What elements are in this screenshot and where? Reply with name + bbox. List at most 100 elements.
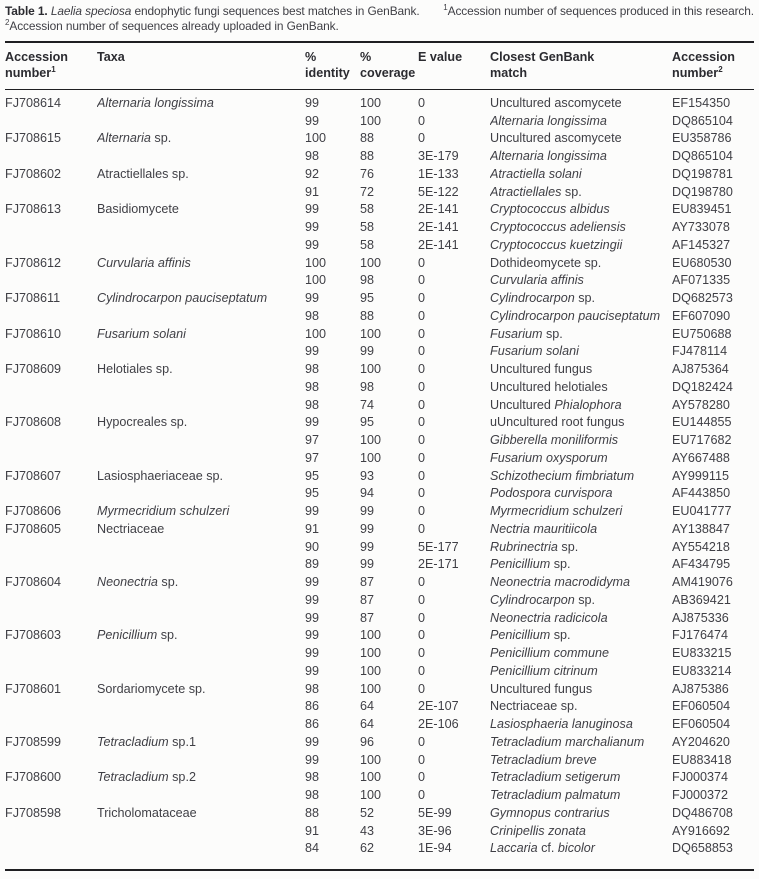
cell-accession1: FJ708599 <box>5 734 62 749</box>
cell-e_value: 5E-122 <box>418 184 459 199</box>
table-top-rule <box>5 40 754 43</box>
cell-accession2: EU839451 <box>672 202 732 217</box>
cell-match: Gymnopus contrarius <box>490 805 610 820</box>
cell-accession1: FJ708615 <box>5 131 62 146</box>
cell-taxa: Neonectria sp. <box>97 575 179 590</box>
cell-accession2: DQ198781 <box>672 166 733 181</box>
cell-e_value: 0 <box>418 610 426 625</box>
cell-taxa: Fusarium solani <box>97 326 186 341</box>
cell-identity: 99 <box>305 663 320 678</box>
cell-e_value: 0 <box>418 433 426 448</box>
table-row: FJ708615 Alternaria sp. 100 88 0 Uncultured a… <box>5 130 754 148</box>
cell-identity: 99 <box>305 202 320 217</box>
cell-accession2: AY204620 <box>672 734 730 749</box>
cell-coverage: 43 <box>360 823 375 838</box>
cell-e_value: 0 <box>418 362 426 377</box>
cell-taxa: Tetracladium sp.2 <box>97 770 196 785</box>
cell-taxa: Alternaria sp. <box>97 131 172 146</box>
cell-coverage: 88 <box>360 308 375 323</box>
cell-taxa: Tricholomataceae <box>97 805 197 820</box>
cell-match: Neonectria macrodidyma <box>490 575 630 590</box>
cell-e_value: 0 <box>418 95 426 110</box>
cell-match: Crinipellis zonata <box>490 823 586 838</box>
cell-match: Podospora curvispora <box>490 486 613 501</box>
cell-accession2: FJ478114 <box>672 344 728 359</box>
cell-e_value: 0 <box>418 663 426 678</box>
table-row: 99 58 2E-141 Cryptococcus adeliensis AY73307… <box>5 218 754 236</box>
cell-coverage: 93 <box>360 468 375 483</box>
cell-coverage: 99 <box>360 521 375 536</box>
cell-accession1: FJ708607 <box>5 468 62 483</box>
cell-match: Laccaria cf. bicolor <box>490 841 596 856</box>
cell-match: Cylindrocarpon pauciseptatum <box>490 308 661 323</box>
cell-coverage: 87 <box>360 610 375 625</box>
cell-accession2: EU833215 <box>672 646 732 661</box>
cell-e_value: 0 <box>418 450 426 465</box>
table-row: FJ708607 Lasiosphaeriaceae sp. 95 93 0 Schizo… <box>5 467 754 485</box>
cell-identity: 97 <box>305 450 320 465</box>
cell-coverage: 58 <box>360 202 375 217</box>
cell-identity: 98 <box>305 681 320 696</box>
cell-accession2: AY554218 <box>672 539 730 554</box>
cell-coverage: 100 <box>360 362 382 377</box>
cell-match: Gibberella moniliformis <box>490 433 619 448</box>
table-row: FJ708602 Atractiellales sp. 92 76 1E-133 Atra… <box>5 165 754 183</box>
table-row: 84 62 1E-94 Laccaria cf. bicolor DQ658853 <box>5 840 754 858</box>
cell-identity: 98 <box>305 770 320 785</box>
cell-accession2: EU717682 <box>672 433 732 448</box>
cell-accession2: FJ000372 <box>672 788 729 803</box>
cell-identity: 90 <box>305 539 320 554</box>
cell-e_value: 2E-107 <box>418 699 459 714</box>
column-header-accession2: Accession number2 <box>672 49 735 81</box>
cell-e_value: 0 <box>418 308 426 323</box>
cell-identity: 99 <box>305 95 320 110</box>
cell-e_value: 0 <box>418 770 426 785</box>
cell-e_value: 0 <box>418 397 426 412</box>
cell-accession1: FJ708611 <box>5 291 61 306</box>
cell-match: Schizothecium fimbriatum <box>490 468 635 483</box>
header-superscript: 2 <box>718 65 723 75</box>
table-row: FJ708611 Cylindrocarpon pauciseptatum 99 95… <box>5 289 754 307</box>
cell-coverage: 100 <box>360 646 382 661</box>
cell-identity: 98 <box>305 379 320 394</box>
cell-coverage: 100 <box>360 752 382 767</box>
caption-line-2: 2Accession number of sequences already u… <box>5 19 754 34</box>
caption-table-label-wrap: Table 1. Laelia speciosa endophytic fung… <box>5 4 420 19</box>
cell-e_value: 0 <box>418 291 426 306</box>
cell-accession1: FJ708598 <box>5 805 62 820</box>
cell-identity: 86 <box>305 717 320 732</box>
cell-taxa: Curvularia affinis <box>97 255 191 270</box>
cell-e_value: 5E-177 <box>418 539 459 554</box>
footnote-1-text: Accession number of sequences produced i… <box>447 4 754 18</box>
table-row: 98 88 3E-179 Alternaria longissima DQ865104 <box>5 147 754 165</box>
cell-accession2: DQ865104 <box>672 149 733 164</box>
cell-identity: 100 <box>305 326 327 341</box>
cell-coverage: 100 <box>360 450 382 465</box>
cell-accession2: EF607090 <box>672 308 731 323</box>
cell-taxa: Lasiosphaeriaceae sp. <box>97 468 224 483</box>
table-body: FJ708614 Alternaria longissima 99 100 0 Uncul… <box>5 90 754 872</box>
cell-match: Penicillium sp. <box>490 557 571 572</box>
table-row: FJ708610 Fusarium solani 100 100 0 Fusarium s… <box>5 325 754 343</box>
cell-accession2: DQ486708 <box>672 805 733 820</box>
column-header-taxa: Taxa <box>97 49 125 64</box>
table-row: 97 100 0 Fusarium oxysporum AY667488 <box>5 449 754 467</box>
cell-accession1: FJ708609 <box>5 362 62 377</box>
table-row: FJ708600 Tetracladium sp.2 98 100 0 Tetraclad… <box>5 769 754 787</box>
cell-match: Dothideomycete sp. <box>490 255 602 270</box>
cell-accession2: AY999115 <box>672 468 729 483</box>
cell-accession2: AM419076 <box>672 575 733 590</box>
table-row: FJ708605 Nectriaceae 91 99 0 Nectria mauritii… <box>5 520 754 538</box>
caption-line-1: Table 1. Laelia speciosa endophytic fung… <box>5 4 754 19</box>
cell-identity: 95 <box>305 486 320 501</box>
column-header-coverage: % coverage <box>360 49 416 81</box>
cell-accession2: EF060504 <box>672 699 731 714</box>
cell-match: Uncultured Phialophora <box>490 397 622 412</box>
cell-match: Alternaria longissima <box>490 113 607 128</box>
cell-coverage: 99 <box>360 557 375 572</box>
cell-identity: 91 <box>305 184 320 199</box>
table-row: 99 100 0 Penicillium commune EU833215 <box>5 644 754 662</box>
cell-coverage: 62 <box>360 841 375 856</box>
cell-identity: 99 <box>305 344 320 359</box>
cell-match: Curvularia affinis <box>490 273 584 288</box>
